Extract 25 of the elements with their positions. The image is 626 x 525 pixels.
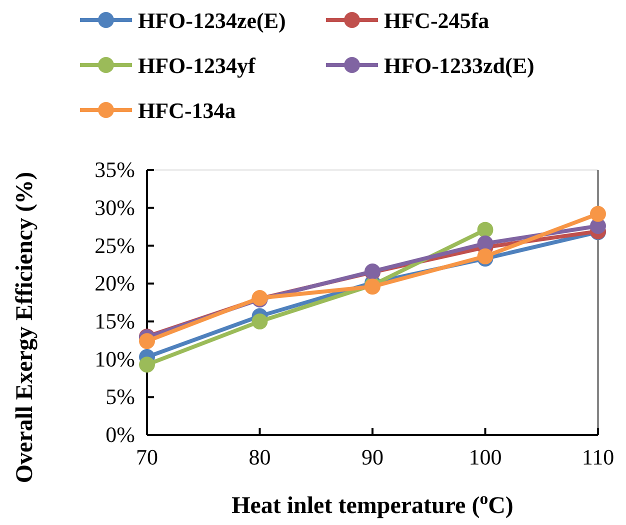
x-tick-label: 70: [136, 444, 158, 470]
legend-label: HFO-1234yf: [138, 53, 256, 78]
y-tick-label: 30%: [94, 194, 135, 220]
point: [252, 313, 268, 330]
y-tick-label: 10%: [94, 346, 135, 372]
point: [139, 333, 155, 350]
y-tick-label: 5%: [106, 384, 135, 410]
legend-label: HFC-245fa: [384, 8, 490, 33]
y-tick-label: 25%: [94, 232, 135, 258]
x-tick-label: 80: [248, 444, 271, 470]
y-tick-label: 20%: [94, 270, 135, 296]
point: [477, 222, 494, 238]
x-tick-label: 90: [362, 444, 384, 470]
y-tick-label: 35%: [94, 157, 135, 182]
y-axis-title: Overall Exergy Efficiency (%): [12, 172, 38, 484]
point: [139, 356, 155, 373]
x-tick-label: 110: [582, 444, 614, 470]
x-axis-title: Heat inlet temperature ($^{o}$C): [232, 488, 514, 519]
legend-label: HFC-134a: [138, 98, 236, 123]
y-tick-label: 0%: [106, 422, 135, 448]
point: [590, 206, 606, 222]
y-tick-label: 15%: [94, 308, 135, 334]
legend-label: HFO-1234ze(E): [138, 8, 286, 33]
x-tick-label: 100: [468, 444, 502, 470]
legend-label: HFO-1233zd(E): [384, 53, 534, 78]
